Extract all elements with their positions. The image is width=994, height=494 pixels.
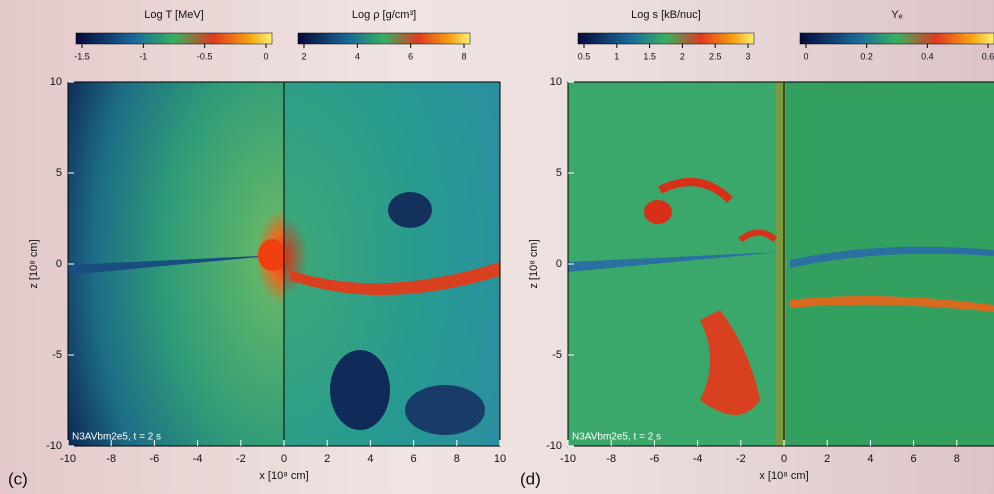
x-tick-label: 4 — [867, 453, 873, 465]
colorbar-title: Log ρ [g/cm³] — [352, 9, 416, 21]
panel-d-image — [568, 82, 994, 446]
colorbar-tick-label: 0 — [263, 51, 268, 61]
colorbar-tick-label: 6 — [408, 51, 413, 61]
colorbar — [75, 32, 273, 45]
x-tick-label: 6 — [411, 453, 417, 465]
y-tick-label: -10 — [546, 440, 562, 452]
x-tick-label: -4 — [193, 453, 203, 465]
x-tick-label: -10 — [560, 453, 576, 465]
y-tick-label: 0 — [56, 258, 62, 270]
x-tick-label: -2 — [736, 453, 746, 465]
colorbar — [577, 32, 755, 45]
colorbar-tick-label: 0.6 — [982, 51, 994, 61]
x-axis-label: x [10⁸ cm] — [759, 470, 808, 482]
colorbar-tick-label: -1.5 — [74, 51, 90, 61]
y-axis-label: z [10⁸ cm] — [28, 239, 40, 288]
colorbar-title: Log T [MeV] — [144, 9, 204, 21]
colorbar-tick-label: 1 — [614, 51, 619, 61]
colorbar-tick-label: 0.5 — [578, 51, 591, 61]
annotation: N3AVbm2e5, t = 2 s — [72, 432, 161, 443]
y-axis-label: z [10⁸ cm] — [528, 239, 540, 288]
colorbar-tick-label: 0 — [803, 51, 808, 61]
x-tick-label: -8 — [606, 453, 616, 465]
annotation: N3AVbm2e5, t = 2 s — [572, 432, 661, 443]
colorbar-tick-label: 0.4 — [921, 51, 934, 61]
y-tick-label: -10 — [46, 440, 62, 452]
x-tick-label: 4 — [367, 453, 373, 465]
x-tick-label: 2 — [824, 453, 830, 465]
colorbar-tick-label: 1.5 — [643, 51, 656, 61]
x-tick-label: 8 — [454, 453, 460, 465]
y-tick-label: 0 — [556, 258, 562, 270]
x-tick-label: -6 — [150, 453, 160, 465]
y-tick-label: 5 — [56, 167, 62, 179]
colorbar-tick-label: 3 — [745, 51, 750, 61]
y-tick-label: -5 — [52, 349, 62, 361]
colorbar-tick-label: 8 — [461, 51, 466, 61]
colorbar-tick-label: -1 — [139, 51, 147, 61]
colorbar-tick-label: 0.2 — [860, 51, 873, 61]
x-tick-label: 6 — [911, 453, 917, 465]
panel-label: (d) — [520, 469, 541, 488]
colorbar — [799, 32, 994, 45]
x-tick-label: -4 — [693, 453, 703, 465]
x-tick-label: 2 — [324, 453, 330, 465]
y-tick-label: 5 — [556, 167, 562, 179]
x-axis-label: x [10⁸ cm] — [259, 470, 308, 482]
colorbar-tick-label: 2 — [301, 51, 306, 61]
panel-label: (c) — [8, 469, 28, 488]
y-tick-label: 10 — [50, 76, 62, 88]
x-tick-label: -6 — [650, 453, 660, 465]
panel-c-image — [68, 82, 500, 446]
colorbar-tick-label: 4 — [355, 51, 360, 61]
x-tick-label: 8 — [954, 453, 960, 465]
y-tick-label: -5 — [552, 349, 562, 361]
colorbar-tick-label: 2 — [680, 51, 685, 61]
x-tick-label: 10 — [494, 453, 506, 465]
colorbar-title: Yₑ — [891, 9, 902, 21]
x-tick-label: 0 — [781, 453, 787, 465]
x-tick-label: -2 — [236, 453, 246, 465]
y-tick-label: 10 — [550, 76, 562, 88]
x-tick-label: -10 — [60, 453, 76, 465]
colorbar — [297, 32, 471, 45]
colorbar-tick-label: -0.5 — [197, 51, 213, 61]
x-tick-label: -8 — [106, 453, 116, 465]
colorbar-title: Log s [kB/nuc] — [631, 9, 701, 21]
x-tick-label: 0 — [281, 453, 287, 465]
colorbar-tick-label: 2.5 — [709, 51, 722, 61]
